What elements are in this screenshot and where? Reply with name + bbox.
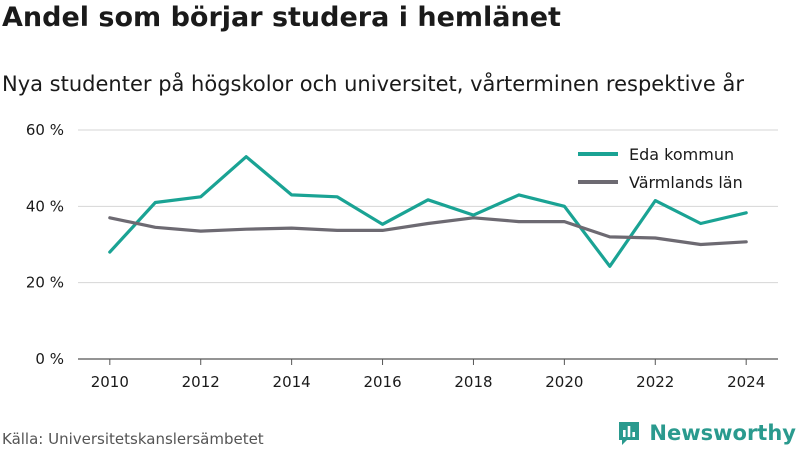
x-axis-ticks: 2010 2012 2014 2016 2018 2020 2022 2024: [91, 359, 765, 391]
y-tick-label: 20 %: [26, 274, 64, 292]
y-axis-ticks: 0 % 20 % 40 % 60 %: [26, 121, 64, 368]
x-tick-label: 2018: [454, 373, 492, 391]
legend-label: Värmlands län: [629, 173, 743, 192]
y-tick-label: 60 %: [26, 121, 64, 139]
x-tick-label: 2014: [273, 373, 311, 391]
chart-title: Andel som börjar studera i hemlänet: [2, 2, 561, 33]
newsworthy-logo: Newsworthy: [617, 420, 796, 446]
x-tick-label: 2022: [636, 373, 674, 391]
series-lines: [108, 155, 748, 268]
x-tick-label: 2024: [727, 373, 765, 391]
source-note: Källa: Universitetskanslersämbetet: [2, 430, 264, 448]
y-tick-label: 40 %: [26, 197, 64, 215]
line-chart: 0 % 20 % 40 % 60 % 2010 2012 2014 2016 2018 2020…: [26, 121, 778, 391]
newsworthy-logo-text: Newsworthy: [649, 421, 796, 445]
x-tick-label: 2016: [363, 373, 401, 391]
legend-label: Eda kommun: [629, 145, 734, 164]
legend: Eda kommun Värmlands län: [578, 145, 743, 192]
x-tick-label: 2012: [182, 373, 220, 391]
series-line-v-rmlands-l-n: [108, 216, 748, 247]
chart-subtitle: Nya studenter på högskolor och universit…: [2, 72, 744, 96]
y-tick-label: 0 %: [35, 350, 64, 368]
newsworthy-logo-icon: [619, 422, 640, 445]
x-tick-label: 2020: [545, 373, 583, 391]
x-tick-label: 2010: [91, 373, 129, 391]
series-line-eda-kommun: [108, 155, 748, 268]
gridlines: [78, 129, 778, 360]
